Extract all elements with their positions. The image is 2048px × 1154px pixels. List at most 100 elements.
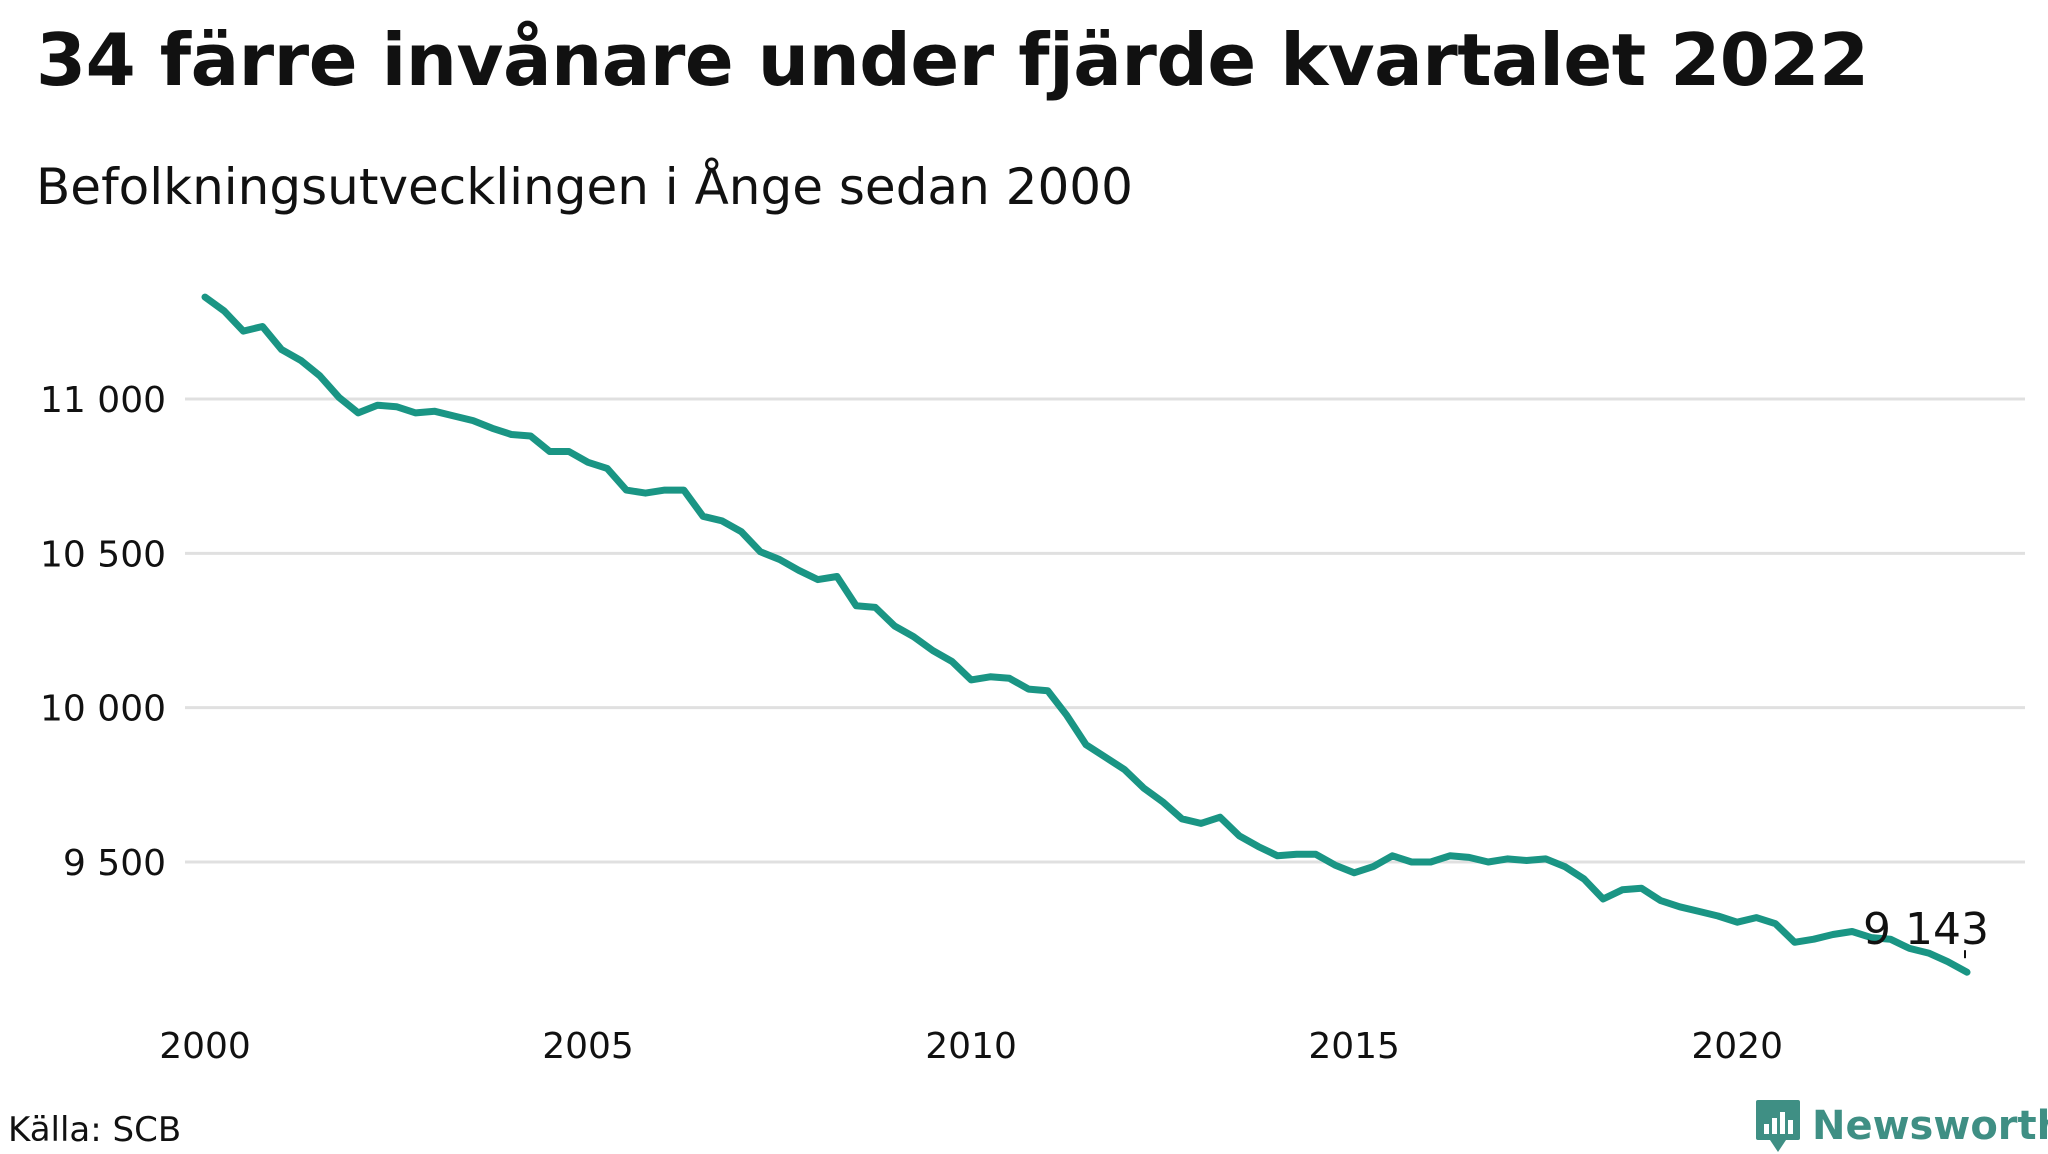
data-point xyxy=(319,375,321,377)
data-point xyxy=(1506,858,1508,860)
data-point xyxy=(549,450,551,452)
data-point xyxy=(1238,835,1240,837)
data-point xyxy=(223,310,225,312)
x-tick-label: 2015 xyxy=(1308,1026,1400,1067)
data-point xyxy=(779,559,781,561)
data-point xyxy=(1583,878,1585,880)
data-point xyxy=(261,325,263,327)
data-point xyxy=(1277,855,1279,857)
data-point xyxy=(338,396,340,398)
data-point xyxy=(951,660,953,662)
data-point xyxy=(1257,846,1259,848)
data-point xyxy=(1353,872,1355,874)
y-tick-label: 10 500 xyxy=(40,534,166,575)
line-chart: 9 500 10 000 10 500 11 000 2000 2005 2010 2015… xyxy=(40,293,2025,1067)
data-point xyxy=(1219,816,1221,818)
data-point xyxy=(1008,677,1010,679)
data-point xyxy=(1870,937,1872,939)
data-point xyxy=(453,415,455,417)
data-point xyxy=(1832,934,1834,936)
data-point xyxy=(913,636,915,638)
data-label-layer: 9 143 xyxy=(1863,904,1989,959)
data-point xyxy=(1794,941,1796,943)
data-point xyxy=(1660,900,1662,902)
data-point xyxy=(1928,952,1930,954)
y-axis-tick-labels: 9 500 10 000 10 500 11 000 xyxy=(40,380,166,884)
data-point xyxy=(281,349,283,351)
data-point xyxy=(1296,853,1298,855)
data-point xyxy=(702,515,704,517)
data-point xyxy=(1545,858,1547,860)
data-point xyxy=(242,330,244,332)
data-point xyxy=(376,404,378,406)
data-point xyxy=(1813,938,1815,940)
data-point xyxy=(606,467,608,469)
data-point xyxy=(798,569,800,571)
data-point xyxy=(1909,947,1911,949)
data-point xyxy=(817,579,819,581)
data-point xyxy=(1966,971,1968,973)
data-point xyxy=(434,410,436,412)
data-point xyxy=(1851,930,1853,932)
data-point xyxy=(1411,861,1413,863)
data-point xyxy=(1774,923,1776,925)
data-point xyxy=(1162,801,1164,803)
newsworthy-logo-icon xyxy=(1756,1100,1800,1152)
data-point xyxy=(1736,921,1738,923)
data-point xyxy=(625,489,627,491)
data-point xyxy=(836,575,838,577)
x-tick-label: 2020 xyxy=(1691,1026,1783,1067)
newsworthy-logo: Newsworthy xyxy=(1754,1098,2048,1154)
data-point xyxy=(1602,898,1604,900)
data-point xyxy=(759,551,761,553)
data-point xyxy=(932,650,934,652)
data-point xyxy=(1066,714,1068,716)
x-tick-label: 2010 xyxy=(925,1026,1017,1067)
data-point xyxy=(1755,917,1757,919)
data-point xyxy=(530,435,532,437)
data-point xyxy=(1640,887,1642,889)
end-value-label: 9 143 xyxy=(1863,904,1989,955)
data-point xyxy=(1142,787,1144,789)
data-point xyxy=(300,359,302,361)
data-point xyxy=(855,605,857,607)
data-point xyxy=(568,450,570,452)
data-point xyxy=(1487,861,1489,863)
data-point xyxy=(1047,690,1049,692)
data-point xyxy=(1526,859,1527,861)
data-point xyxy=(1679,906,1681,908)
data-point xyxy=(740,531,742,533)
data-point xyxy=(396,406,398,408)
data-point xyxy=(1889,938,1891,940)
x-tick-label: 2005 xyxy=(542,1026,634,1067)
data-point xyxy=(472,420,474,422)
series-layer xyxy=(201,293,1971,976)
data-point xyxy=(893,625,895,627)
data-point xyxy=(645,492,646,494)
source-note: Källa: SCB xyxy=(8,1110,182,1150)
data-point xyxy=(357,412,359,414)
data-point xyxy=(989,676,991,678)
data-point xyxy=(1334,864,1336,866)
data-point xyxy=(970,679,972,681)
data-point xyxy=(1372,866,1374,868)
data-point xyxy=(1200,822,1202,824)
data-point xyxy=(1698,910,1700,912)
data-point xyxy=(1181,818,1183,820)
data-point xyxy=(1947,961,1949,963)
data-point xyxy=(1449,855,1451,857)
chart-subtitle: Befolkningsutvecklingen i Ånge sedan 200… xyxy=(36,158,1133,216)
data-point xyxy=(587,461,589,463)
data-point xyxy=(683,489,685,491)
y-tick-label: 9 500 xyxy=(63,843,166,884)
data-point xyxy=(1123,768,1125,770)
y-tick-label: 10 000 xyxy=(40,689,166,730)
data-point xyxy=(664,489,666,491)
data-point xyxy=(1391,855,1393,857)
data-point xyxy=(1621,889,1623,891)
data-point xyxy=(1430,861,1432,863)
data-point xyxy=(1104,756,1106,758)
data-point xyxy=(721,520,723,522)
chart-title: 34 färre invånare under fjärde kvartalet… xyxy=(36,18,1869,102)
data-point xyxy=(1028,688,1030,690)
